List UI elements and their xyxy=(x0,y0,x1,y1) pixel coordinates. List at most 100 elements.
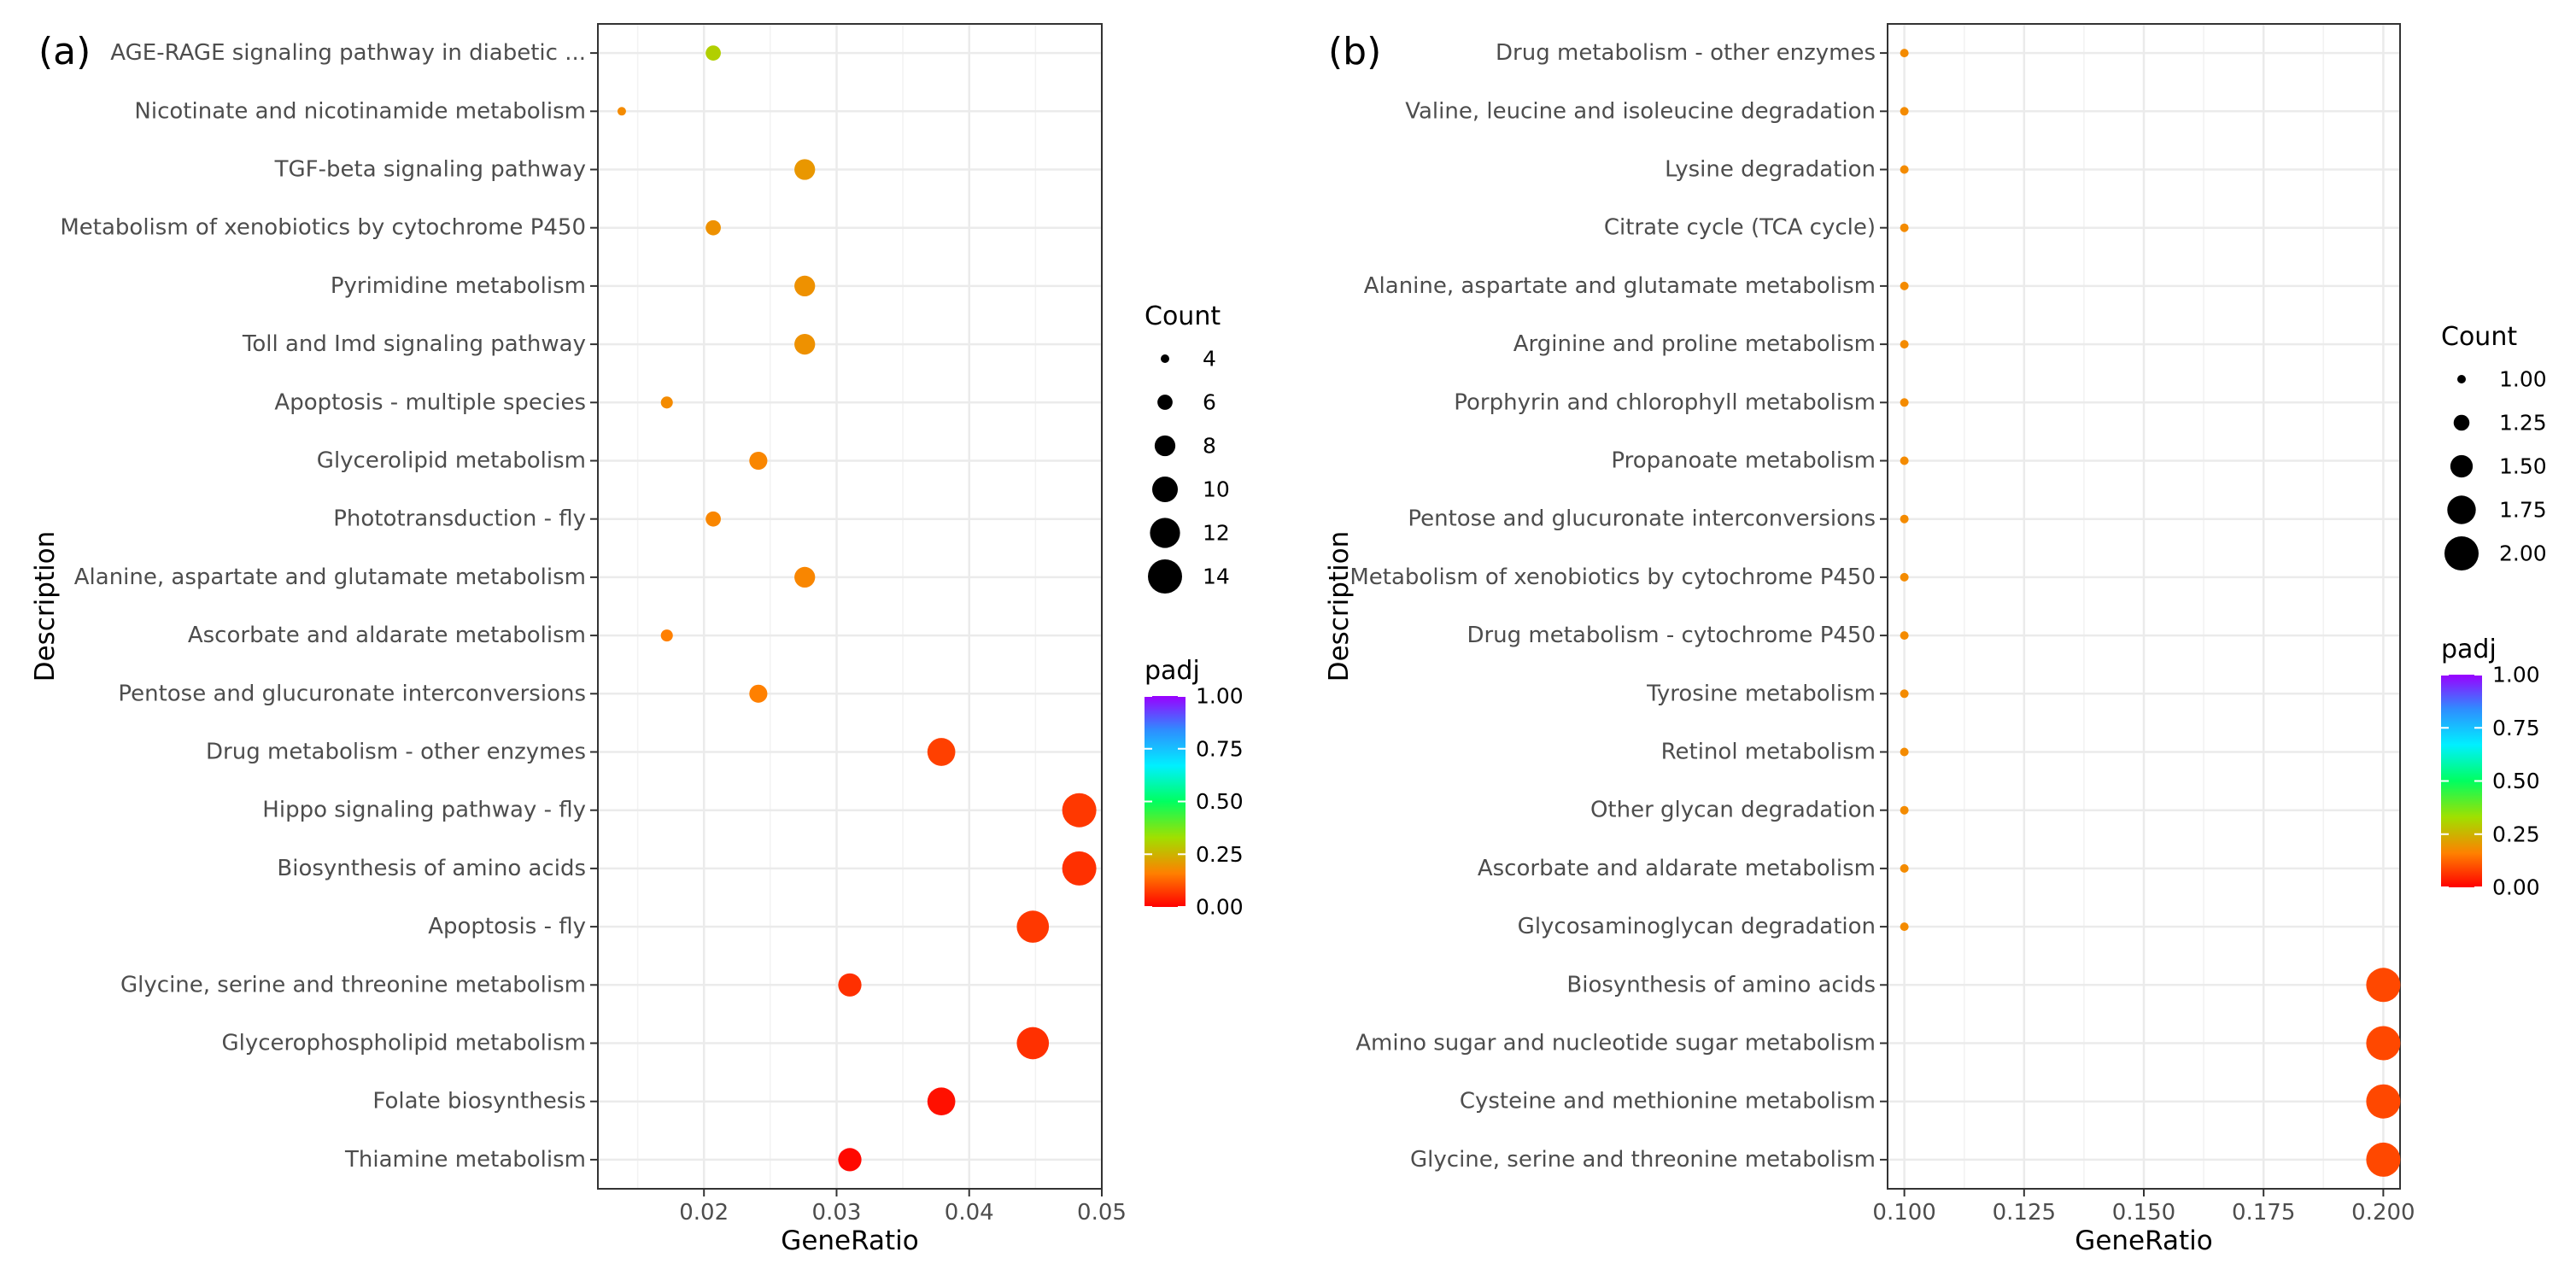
data-point xyxy=(927,738,956,766)
data-point xyxy=(2366,1026,2401,1061)
data-point xyxy=(927,1087,956,1116)
data-point xyxy=(1016,1027,1050,1060)
padj-legend-label: 1.00 xyxy=(1196,684,1244,709)
count-legend-label: 1.50 xyxy=(2499,454,2547,479)
panel-label: (a) xyxy=(38,30,91,73)
y-category-label: Thiamine metabolism xyxy=(344,1147,586,1173)
panel-b: Drug metabolism - other enzymes Valine, l… xyxy=(1324,23,2547,1256)
y-category-label: TGF-beta signaling pathway xyxy=(274,157,586,183)
plot-border xyxy=(597,23,1103,1190)
data-point xyxy=(1900,340,1909,349)
y-category-label: Ascorbate and aldarate metabolism xyxy=(188,623,586,648)
x-tick-label: 0.02 xyxy=(679,1200,729,1226)
y-category-label: Glycerophospholipid metabolism xyxy=(221,1031,586,1056)
x-tick-label: 0.175 xyxy=(2232,1200,2295,1226)
count-legend-label: 1.25 xyxy=(2499,411,2547,436)
y-category-label: Ascorbate and aldarate metabolism xyxy=(1478,856,1876,881)
data-point xyxy=(1900,398,1909,407)
y-category-label: Pentose and glucuronate interconversions xyxy=(118,681,586,706)
count-legend-label: 10 xyxy=(1203,477,1230,502)
y-category-label: Folate biosynthesis xyxy=(372,1089,586,1114)
y-category-label: Pentose and glucuronate interconversions xyxy=(1408,506,1876,532)
padj-legend-label: 0.00 xyxy=(1196,895,1244,920)
data-point xyxy=(1900,572,1909,582)
count-legend-title: Count xyxy=(2441,322,2517,352)
y-category-label: Retinol metabolism xyxy=(1661,740,1876,765)
data-point xyxy=(1900,514,1909,524)
y-category-label: Arginine and proline metabolism xyxy=(1513,331,1876,357)
data-point xyxy=(794,566,816,588)
y-category-label: Other glycan degradation xyxy=(1590,798,1876,823)
padj-legend-label: 0.25 xyxy=(1196,842,1244,867)
data-point xyxy=(705,219,721,236)
y-axis-title: Description xyxy=(30,531,61,682)
y-category-label: Glycine, serine and threonine metabolism xyxy=(1410,1147,1876,1173)
y-category-label: Valine, leucine and isoleucine degradati… xyxy=(1405,98,1876,124)
data-point xyxy=(1016,910,1050,943)
data-point xyxy=(794,333,816,355)
count-legend-label: 8 xyxy=(1203,434,1216,459)
data-point xyxy=(2366,1142,2401,1177)
padj-legend-label: 0.75 xyxy=(1196,736,1244,761)
y-category-label: Metabolism of xenobiotics by cytochrome … xyxy=(60,215,586,241)
padj-legend-label: 0.25 xyxy=(2492,822,2540,846)
plot-background xyxy=(598,24,1102,1189)
count-legend-title: Count xyxy=(1145,301,1221,331)
padj-legend-label: 0.00 xyxy=(2492,875,2540,900)
x-axis-title: GeneRatio xyxy=(2075,1226,2212,1256)
y-axis-title: Description xyxy=(1324,531,1355,682)
data-point xyxy=(838,1148,862,1172)
data-point xyxy=(749,451,768,471)
x-tick-label: 0.100 xyxy=(1872,1200,1935,1226)
data-point xyxy=(705,45,721,61)
data-point xyxy=(705,511,721,527)
count-legend-key xyxy=(1157,395,1173,410)
y-category-label: Nicotinate and nicotinamide metabolism xyxy=(134,98,586,124)
data-point xyxy=(749,684,768,703)
panel-a: AGE-RAGE signaling pathway in diabetic .… xyxy=(30,23,1244,1256)
y-category-label: Phototransduction - fly xyxy=(333,506,586,532)
data-point xyxy=(838,973,862,997)
padj-legend-label: 0.50 xyxy=(2492,769,2540,793)
x-tick-label: 0.200 xyxy=(2351,1200,2415,1226)
y-category-label: Porphyrin and chlorophyll metabolism xyxy=(1454,389,1876,415)
padj-legend-title: padj xyxy=(1145,656,1200,686)
count-legend-key xyxy=(2453,414,2470,431)
data-point xyxy=(2366,968,2401,1003)
y-category-label: Lysine degradation xyxy=(1665,157,1876,183)
padj-legend-label: 0.50 xyxy=(1196,789,1244,814)
x-tick-label: 0.125 xyxy=(1993,1200,2056,1226)
count-legend-label: 2.00 xyxy=(2499,541,2547,566)
data-point xyxy=(794,275,816,297)
y-category-label: Glycerolipid metabolism xyxy=(317,448,586,474)
y-category-label: Alanine, aspartate and glutamate metabol… xyxy=(1364,273,1876,299)
x-tick-label: 0.150 xyxy=(2112,1200,2175,1226)
x-tick-label: 0.05 xyxy=(1077,1200,1127,1226)
count-legend-key xyxy=(2457,375,2466,383)
y-category-label: Tyrosine metabolism xyxy=(1646,681,1876,706)
count-legend-key xyxy=(2447,495,2476,524)
y-category-label: Biosynthesis of amino acids xyxy=(1566,972,1876,997)
data-point xyxy=(1900,631,1909,641)
count-legend-label: 1.75 xyxy=(2499,498,2547,523)
y-category-label: Drug metabolism - other enzymes xyxy=(206,740,586,765)
data-point xyxy=(1062,851,1097,886)
panel-label: (b) xyxy=(1328,30,1381,73)
padj-legend-label: 0.75 xyxy=(2492,716,2540,740)
data-point xyxy=(660,629,673,642)
count-legend-label: 4 xyxy=(1203,347,1216,371)
x-axis-title: GeneRatio xyxy=(781,1226,918,1256)
y-category-label: Drug metabolism - cytochrome P450 xyxy=(1467,623,1876,648)
count-legend-key xyxy=(1148,559,1182,594)
data-point xyxy=(660,396,673,409)
data-point xyxy=(1900,49,1909,58)
y-category-label: Glycine, serine and threonine metabolism xyxy=(120,972,586,997)
y-category-label: Citrate cycle (TCA cycle) xyxy=(1604,215,1876,241)
padj-legend-label: 1.00 xyxy=(2492,663,2540,687)
data-point xyxy=(1062,793,1097,828)
y-category-label: Toll and Imd signaling pathway xyxy=(242,331,586,357)
count-legend-label: 14 xyxy=(1203,565,1230,589)
data-point xyxy=(1900,863,1909,873)
data-point xyxy=(1900,223,1909,232)
